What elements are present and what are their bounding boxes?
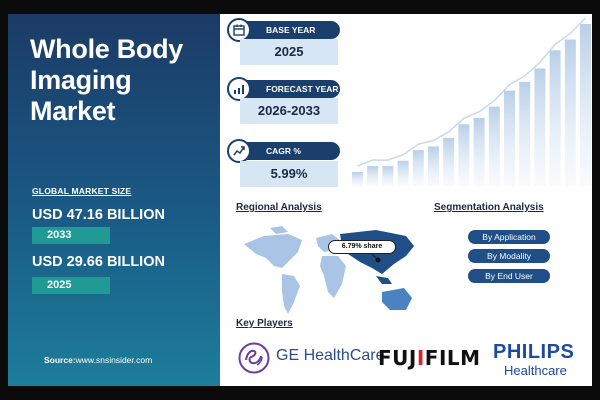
forecast-year-label: FORECAST YEAR xyxy=(232,80,340,98)
market-value-2025: USD 29.66 BILLION xyxy=(32,254,165,270)
decorative-bar xyxy=(534,68,546,186)
year-tag-2033: 2033 xyxy=(32,227,110,244)
left-panel: Whole Body Imaging Market GLOBAL MARKET … xyxy=(8,14,220,386)
fujifilm-logo-part-1: FUJ xyxy=(378,346,417,370)
base-year-value: 2025 xyxy=(240,39,338,65)
regional-analysis-heading: Regional Analysis xyxy=(236,202,322,213)
philips-logo: PHILIPS xyxy=(493,341,575,363)
chart-icon xyxy=(227,77,251,101)
ge-healthcare-logo-text: GE HealthCare xyxy=(276,347,385,364)
decorative-bar xyxy=(488,106,500,186)
cagr-value: 5.99% xyxy=(240,161,338,187)
decorative-bar xyxy=(412,150,424,186)
global-market-size-label: GLOBAL MARKET SIZE xyxy=(32,186,132,196)
decorative-bar xyxy=(428,146,439,186)
source-note: Source:www.snsinsider.com xyxy=(44,355,152,365)
key-players-heading: Key Players xyxy=(236,318,293,329)
decorative-bar xyxy=(504,90,515,186)
decorative-bar xyxy=(443,137,455,186)
infographic: Whole Body Imaging Market GLOBAL MARKET … xyxy=(8,14,592,386)
world-map-icon xyxy=(244,226,414,314)
segment-by-end-user: By End User xyxy=(468,269,550,283)
decorative-bar xyxy=(564,39,576,186)
source-url: www.snsinsider.com xyxy=(75,355,153,365)
decorative-bar xyxy=(382,166,394,186)
title-line-1: Whole Body xyxy=(30,34,183,64)
decorative-bar xyxy=(397,160,409,186)
fujifilm-logo: FUJIFILM xyxy=(378,346,481,370)
year-tag-2025: 2025 xyxy=(32,277,110,294)
segment-by-application: By Application xyxy=(468,230,550,244)
decorative-bar xyxy=(549,50,561,186)
ge-monogram-logo xyxy=(238,342,270,374)
decorative-bar xyxy=(519,81,531,186)
title-line-3: Market xyxy=(30,96,116,126)
philips-healthcare-subtext: Healthcare xyxy=(504,363,567,378)
decorative-bar xyxy=(580,24,591,186)
regional-share-callout: 6.79% share xyxy=(328,240,396,254)
growth-bars-graphic xyxy=(352,17,591,186)
source-label: Source: xyxy=(44,355,76,365)
segmentation-analysis-heading: Segmentation Analysis xyxy=(434,202,544,213)
segment-by-modality: By Modality xyxy=(468,249,550,263)
market-value-2033: USD 47.16 BILLION xyxy=(32,207,165,223)
forecast-year-value: 2026-2033 xyxy=(240,98,338,124)
base-year-label: BASE YEAR xyxy=(232,21,340,39)
title-line-2: Imaging xyxy=(30,65,132,95)
decorative-bar xyxy=(352,172,363,186)
fujifilm-logo-red-i: I xyxy=(416,346,425,370)
growth-icon xyxy=(227,139,251,163)
page-title: Whole Body Imaging Market xyxy=(30,34,215,127)
decorative-bar xyxy=(367,166,379,186)
cagr-label: CAGR % xyxy=(232,142,340,160)
decorative-bar xyxy=(458,124,470,186)
decorative-bar xyxy=(473,117,485,186)
fujifilm-logo-part-2: FILM xyxy=(424,346,481,370)
calendar-icon xyxy=(227,18,251,42)
